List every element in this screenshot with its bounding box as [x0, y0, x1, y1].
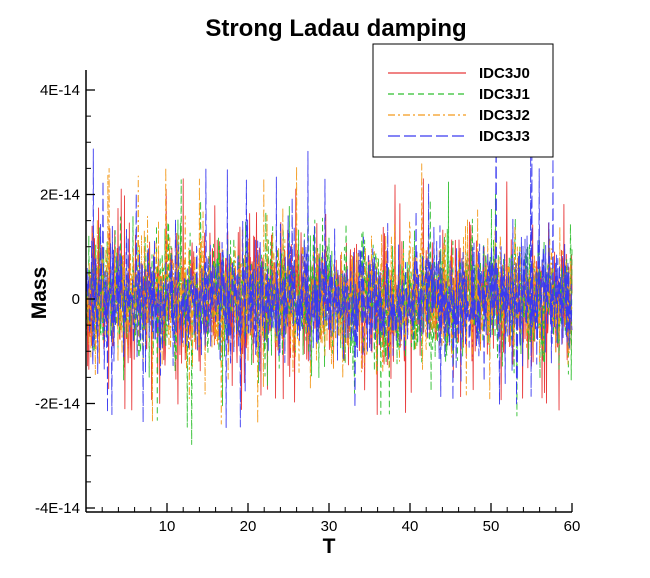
y-axis-label: Mass	[28, 267, 51, 320]
legend-label-idc3j0: IDC3J0	[479, 65, 530, 82]
x-tick-label: 50	[483, 518, 500, 535]
chart-title: Strong Ladau damping	[205, 15, 466, 42]
x-tick-label: 30	[321, 518, 338, 535]
y-tick-label: -4E-14	[35, 500, 80, 517]
legend-label-idc3j2: IDC3J2	[479, 107, 530, 124]
y-tick-label: 4E-14	[40, 82, 80, 99]
legend: IDC3J0 IDC3J1 IDC3J2 IDC3J3	[372, 43, 554, 158]
legend-label-idc3j3: IDC3J3	[479, 128, 530, 145]
x-tick-label: 10	[159, 518, 176, 535]
x-tick-label: 20	[240, 518, 257, 535]
series-line-idc3j3	[85, 148, 573, 428]
y-tick-label: -2E-14	[35, 396, 80, 413]
x-tick-label: 60	[564, 518, 581, 535]
legend-items: IDC3J0 IDC3J1 IDC3J2 IDC3J3	[388, 65, 530, 145]
y-tick-label: 0	[72, 291, 80, 308]
legend-box	[372, 43, 554, 158]
x-tick-label: 40	[402, 518, 419, 535]
x-axis-label: T	[323, 535, 336, 558]
legend-label-idc3j1: IDC3J1	[479, 86, 530, 103]
plot-area	[85, 148, 573, 445]
y-tick-label: 2E-14	[40, 187, 80, 204]
axis-ticks: 10 20 30 40 50 60 4E-14 2E-14 0 -2E-14 -4E-14	[35, 82, 580, 535]
